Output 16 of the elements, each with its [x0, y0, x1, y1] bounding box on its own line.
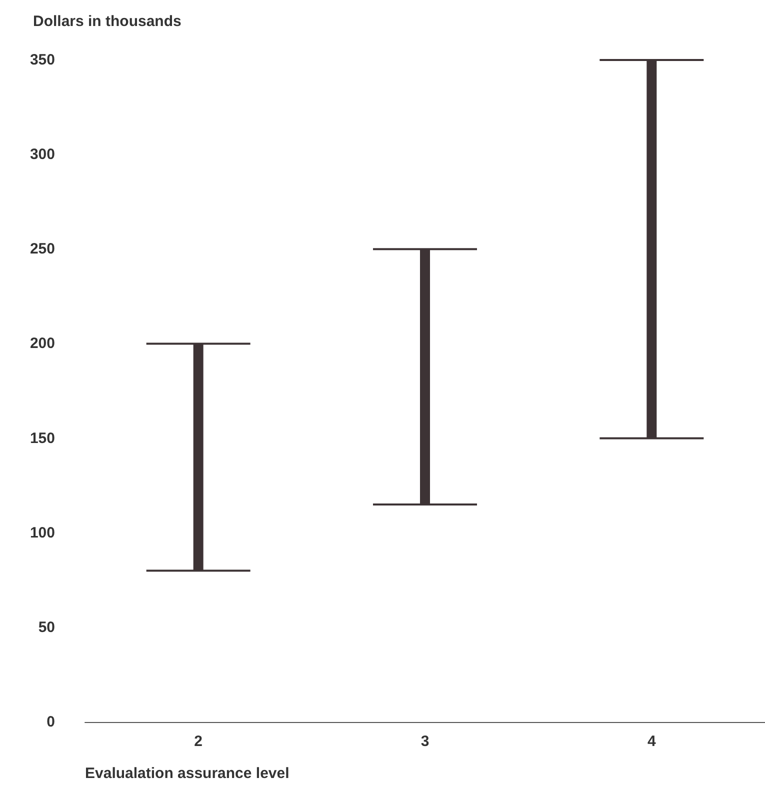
x-tick-label: 2	[194, 733, 203, 750]
y-tick-label: 250	[30, 240, 55, 258]
x-axis-title: Evalualation assurance level	[85, 765, 290, 782]
bar	[646, 60, 657, 438]
y-tick-label: 150	[30, 430, 55, 447]
y-tick-label: 300	[30, 146, 55, 164]
y-tick-label: 50	[38, 618, 55, 636]
x-tick-label: 3	[420, 733, 430, 750]
y-tick-label: 0	[46, 714, 55, 730]
x-tick-label: 4	[647, 733, 656, 750]
y-axis-title: Dollars in thousands	[33, 13, 182, 30]
y-tick-label: 350	[30, 52, 55, 68]
bar	[193, 344, 204, 571]
y-tick-label: 100	[30, 524, 55, 542]
y-tick-label: 200	[30, 335, 55, 352]
bar	[420, 249, 430, 504]
